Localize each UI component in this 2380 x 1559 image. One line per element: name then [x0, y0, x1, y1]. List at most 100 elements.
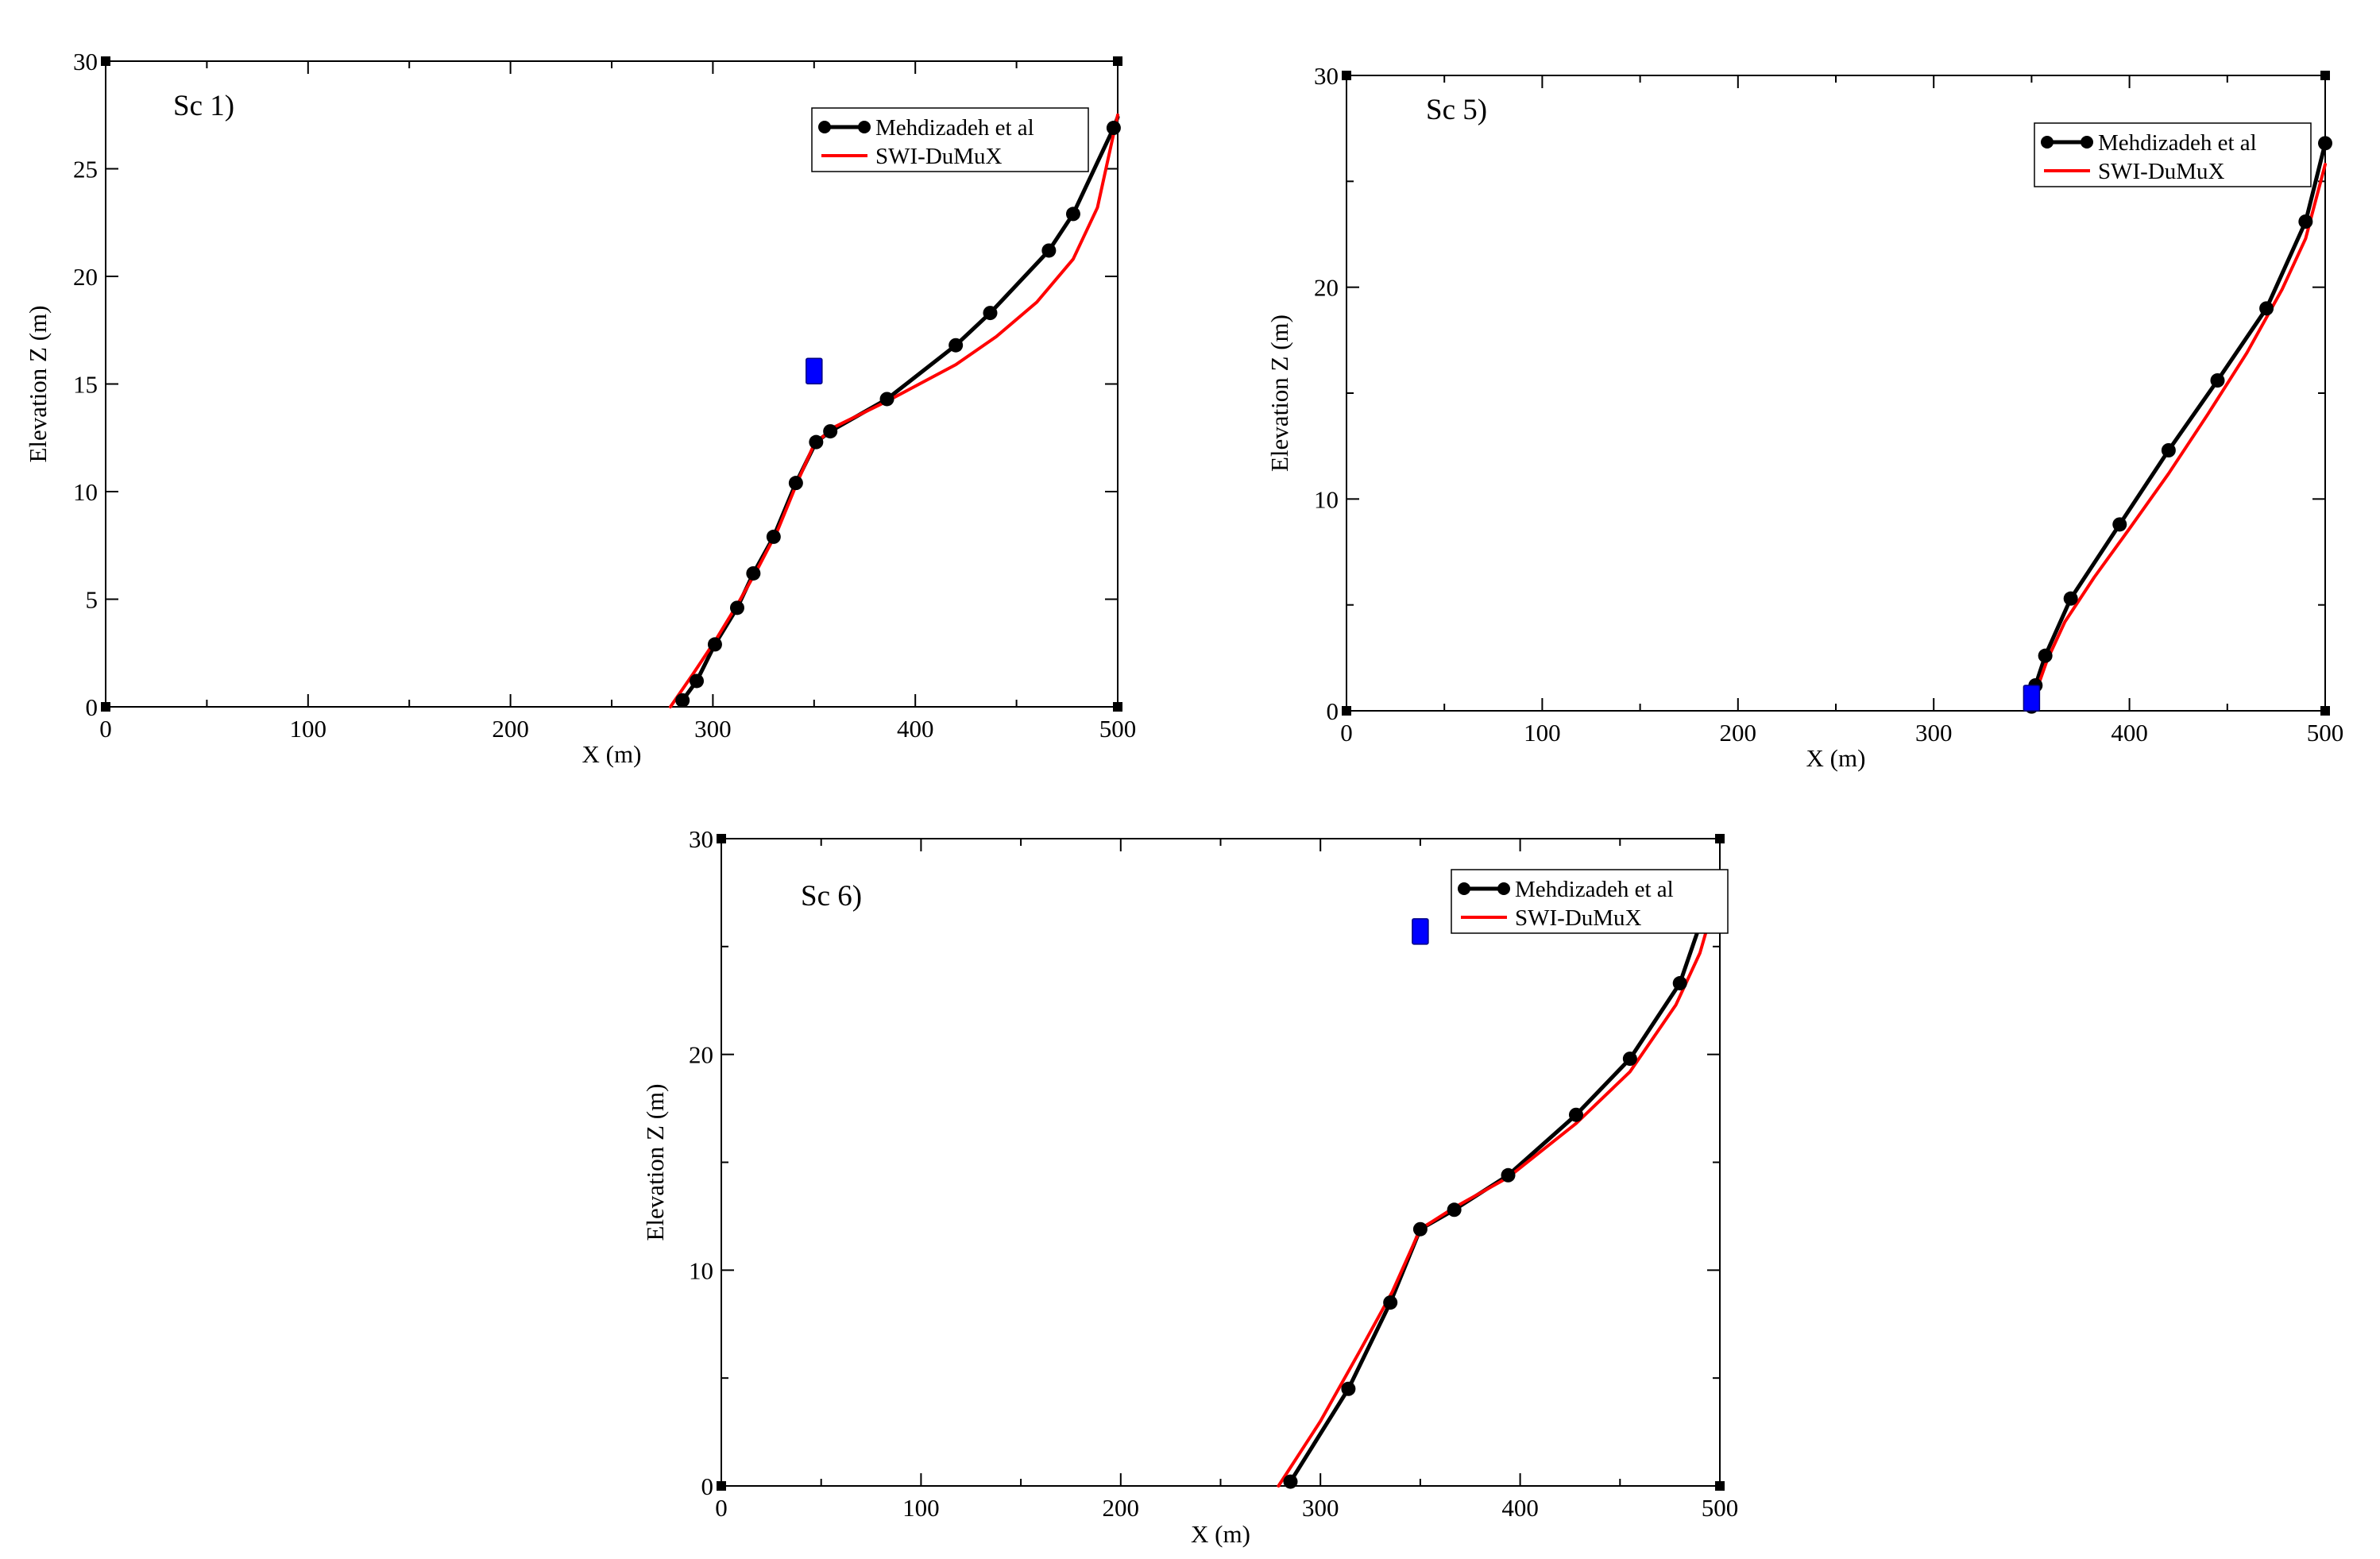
- data-point: [729, 600, 744, 615]
- x-tick-label: 500: [1099, 715, 1137, 743]
- data-point: [879, 392, 894, 407]
- y-tick-label: 15: [73, 371, 98, 399]
- y-tick-label: 0: [701, 1472, 714, 1500]
- well-marker: [1412, 918, 1429, 945]
- data-point: [675, 693, 690, 708]
- x-tick-label: 0: [99, 715, 112, 743]
- x-tick-label: 0: [715, 1494, 728, 1522]
- legend-label: Mehdizadeh et al: [1515, 877, 1674, 902]
- x-tick-label: 100: [290, 715, 327, 743]
- data-point: [1283, 1474, 1298, 1489]
- x-axis-title: X (m): [1806, 744, 1866, 772]
- chart-panel-1: 0 100 200 300 400 500 0 5 10 15 20 25 30 X (m) Elevati…: [24, 48, 1136, 768]
- legend-marker: [818, 121, 831, 133]
- plot-frame: [721, 838, 1721, 1487]
- legend: Mehdizadeh et al SWI-DuMuX: [1451, 869, 1729, 934]
- legend-marker: [1458, 882, 1470, 895]
- legend: Mehdizadeh et al SWI-DuMuX: [811, 107, 1089, 172]
- y-tick-label: 20: [689, 1041, 713, 1069]
- x-tick-label: 0: [1340, 719, 1353, 747]
- data-point: [2318, 136, 2332, 151]
- y-tick-label: 20: [1314, 274, 1339, 302]
- x-axis-title: X (m): [582, 740, 642, 768]
- x-tick-label: 300: [1302, 1494, 1339, 1522]
- data-point: [1412, 1221, 1428, 1237]
- data-point: [707, 637, 722, 652]
- y-tick-label: 30: [73, 48, 98, 75]
- legend-marker: [858, 121, 871, 133]
- legend-box: [1451, 869, 1729, 934]
- legend-label: Mehdizadeh et al: [2098, 130, 2257, 156]
- data-point: [1447, 1202, 1462, 1217]
- y-tick-label: 10: [689, 1256, 713, 1284]
- y-axis-title: Elevation Z (m): [24, 306, 52, 463]
- data-point: [2038, 648, 2053, 663]
- legend-label: SWI-DuMuX: [875, 144, 1003, 169]
- legend-box: [2034, 122, 2312, 187]
- data-point: [2259, 301, 2274, 316]
- data-point: [2161, 443, 2176, 457]
- data-point: [1041, 243, 1057, 258]
- x-tick-label: 500: [2307, 719, 2344, 747]
- chart-panel-3: 0 100 200 300 400 500 0 10 20 30 X (m) Elevation Z …: [641, 825, 1738, 1548]
- well-marker: [2023, 685, 2041, 712]
- data-point: [1672, 976, 1687, 991]
- data-point: [766, 529, 781, 544]
- data-point: [949, 338, 964, 353]
- legend-label: SWI-DuMuX: [1515, 905, 1642, 931]
- legend: Mehdizadeh et al SWI-DuMuX: [2034, 122, 2312, 187]
- panel-label: Sc 6): [801, 880, 862, 913]
- x-tick-label: 200: [492, 715, 529, 743]
- data-point: [1065, 206, 1080, 222]
- data-point: [1568, 1107, 1583, 1122]
- y-tick-label: 30: [1314, 62, 1339, 90]
- x-tick-label: 100: [1524, 719, 1561, 747]
- data-point: [746, 565, 761, 581]
- data-point: [1341, 1381, 1356, 1396]
- well-marker: [806, 357, 823, 384]
- x-axis-title: X (m): [1191, 1520, 1250, 1548]
- data-point: [2298, 214, 2313, 229]
- y-tick-label: 5: [86, 586, 99, 614]
- y-tick-label: 25: [73, 156, 98, 183]
- legend-marker: [2041, 136, 2054, 149]
- data-point: [1622, 1052, 1637, 1067]
- series-line-mehdizadeh: [680, 115, 1120, 703]
- legend-marker: [2081, 136, 2093, 149]
- y-tick-label: 0: [86, 693, 99, 721]
- data-point: [983, 306, 998, 321]
- series-line-mehdizadeh: [2029, 141, 2328, 709]
- series-line-swi-dumux: [1277, 882, 1721, 1488]
- y-tick-label: 10: [73, 478, 98, 506]
- legend-label: Mehdizadeh et al: [875, 115, 1034, 141]
- chart-panel-2: 0 100 200 300 400 500 0 10 20 30 X (m) Elevation Z …: [1265, 62, 2343, 772]
- panel-label: Sc 5): [1426, 94, 1487, 126]
- data-point: [2112, 517, 2127, 532]
- series-line-swi-dumux: [668, 113, 1119, 708]
- panel-label: Sc 1): [173, 90, 234, 122]
- legend-label: SWI-DuMuX: [2098, 159, 2225, 184]
- x-tick-label: 400: [1501, 1494, 1539, 1522]
- data-point: [2210, 373, 2225, 388]
- data-point: [823, 424, 838, 439]
- x-tick-label: 500: [1702, 1494, 1739, 1522]
- x-tick-label: 400: [2111, 719, 2148, 747]
- y-tick-label: 30: [689, 825, 713, 853]
- legend-box: [811, 107, 1089, 172]
- x-tick-label: 300: [1915, 719, 1953, 747]
- y-axis-title: Elevation Z (m): [641, 1084, 669, 1241]
- y-tick-label: 20: [73, 263, 98, 291]
- x-tick-label: 400: [897, 715, 934, 743]
- legend-marker: [1497, 882, 1510, 895]
- data-point: [690, 673, 705, 689]
- y-axis-title: Elevation Z (m): [1265, 315, 1293, 472]
- y-tick-label: 0: [1327, 697, 1339, 725]
- data-point: [1383, 1295, 1398, 1310]
- data-point: [809, 434, 824, 450]
- y-tick-label: 10: [1314, 485, 1339, 513]
- series-line-swi-dumux: [2030, 163, 2327, 708]
- x-tick-label: 300: [694, 715, 732, 743]
- x-tick-label: 100: [902, 1494, 940, 1522]
- data-point: [1106, 121, 1121, 136]
